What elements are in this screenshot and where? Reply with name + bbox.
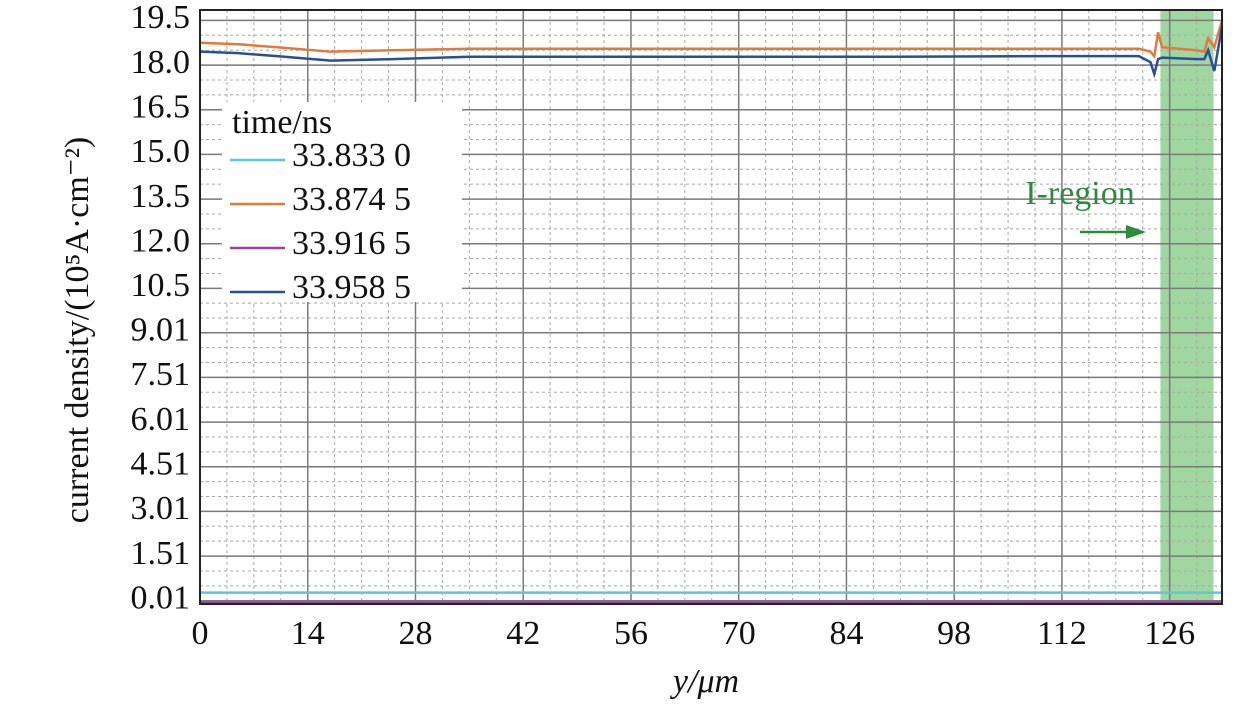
x-tick-label: 42 — [506, 615, 540, 652]
plot-frame — [199, 9, 1223, 605]
y-tick-label: 9.01 — [131, 312, 191, 349]
legend-title: time/ns — [232, 104, 332, 141]
legend-label: 33.874 5 — [292, 181, 411, 218]
series-line — [199, 20, 1224, 59]
y-tick-label: 15.0 — [131, 133, 191, 170]
annotation: I-region — [1025, 175, 1135, 212]
x-tick-label: 28 — [398, 615, 432, 652]
y-tick-label: 13.5 — [131, 178, 191, 215]
x-axis-label: y/μm — [670, 663, 739, 700]
y-axis-label: current density/(10⁵A·cm⁻²) — [59, 137, 96, 523]
x-tick-label: 70 — [722, 615, 756, 652]
x-tick-label: 126 — [1144, 615, 1195, 652]
legend-label: 33.833 0 — [292, 137, 411, 174]
x-tick-label: 14 — [291, 615, 325, 652]
legend-box — [222, 102, 462, 302]
y-tick-label: 7.51 — [131, 356, 191, 393]
legend-label: 33.916 5 — [292, 225, 411, 262]
y-tick-label: 6.01 — [131, 401, 191, 438]
x-tick-label: 112 — [1037, 615, 1087, 652]
legend-label: 33.958 5 — [292, 269, 411, 306]
y-tick-label: 16.5 — [131, 89, 191, 126]
y-tick-label: 10.5 — [131, 267, 191, 304]
series-line — [199, 26, 1224, 79]
shaded-region — [1160, 10, 1214, 604]
y-tick-label: 19.5 — [131, 0, 191, 36]
x-tick-label: 0 — [192, 615, 209, 652]
x-tick-label: 84 — [829, 615, 863, 652]
x-tick-label: 56 — [614, 615, 648, 652]
y-tick-label: 3.01 — [131, 490, 191, 527]
x-tick-label: 98 — [937, 615, 971, 652]
y-tick-label: 12.0 — [131, 223, 191, 260]
y-tick-label: 0.01 — [131, 580, 191, 617]
annotation-arrowhead — [1126, 225, 1146, 239]
y-tick-label: 4.51 — [131, 446, 191, 483]
y-tick-label: 1.51 — [131, 535, 191, 572]
y-tick-label: 18.0 — [131, 44, 191, 81]
